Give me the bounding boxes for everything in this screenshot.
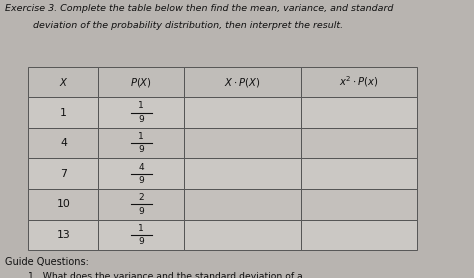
Bar xyxy=(184,128,301,158)
Bar xyxy=(301,97,417,128)
Text: 9: 9 xyxy=(138,145,144,154)
Text: 2: 2 xyxy=(138,193,144,202)
Bar xyxy=(99,97,184,128)
Bar xyxy=(184,67,301,97)
Bar xyxy=(28,220,99,250)
Bar xyxy=(99,220,184,250)
Bar xyxy=(301,67,417,97)
Bar xyxy=(184,158,301,189)
Bar xyxy=(28,67,99,97)
Text: deviation of the probability distribution, then interpret the result.: deviation of the probability distributio… xyxy=(33,21,343,30)
Bar xyxy=(99,189,184,220)
Bar xyxy=(301,189,417,220)
Bar xyxy=(301,220,417,250)
Text: 9: 9 xyxy=(138,115,144,124)
Text: $x^2 \cdot P(x)$: $x^2 \cdot P(x)$ xyxy=(339,75,379,90)
Text: 1: 1 xyxy=(138,224,144,233)
Text: 1: 1 xyxy=(60,108,67,118)
Text: Guide Questions:: Guide Questions: xyxy=(5,257,89,267)
Text: 9: 9 xyxy=(138,207,144,215)
Text: 1.  What does the variance and the standard deviation of a: 1. What does the variance and the standa… xyxy=(28,272,303,278)
Bar xyxy=(28,97,99,128)
Bar xyxy=(301,158,417,189)
Text: 10: 10 xyxy=(56,199,70,209)
Text: 9: 9 xyxy=(138,176,144,185)
Bar xyxy=(184,189,301,220)
Text: $P(X)$: $P(X)$ xyxy=(130,76,152,88)
Text: $X$: $X$ xyxy=(59,76,68,88)
Bar xyxy=(28,158,99,189)
Bar xyxy=(99,67,184,97)
Bar xyxy=(184,97,301,128)
Text: 1: 1 xyxy=(138,132,144,141)
Text: 1: 1 xyxy=(138,101,144,110)
Bar xyxy=(99,158,184,189)
Text: 4: 4 xyxy=(138,163,144,172)
Bar xyxy=(28,128,99,158)
Text: $X \cdot P(X)$: $X \cdot P(X)$ xyxy=(224,76,260,88)
Bar xyxy=(99,128,184,158)
Bar xyxy=(301,128,417,158)
Text: 13: 13 xyxy=(56,230,70,240)
Text: Exercise 3. Complete the table below then find the mean, variance, and standard: Exercise 3. Complete the table below the… xyxy=(5,4,393,13)
Text: 4: 4 xyxy=(60,138,67,148)
Bar xyxy=(28,189,99,220)
Text: 9: 9 xyxy=(138,237,144,246)
Text: 7: 7 xyxy=(60,169,67,179)
Bar xyxy=(184,220,301,250)
